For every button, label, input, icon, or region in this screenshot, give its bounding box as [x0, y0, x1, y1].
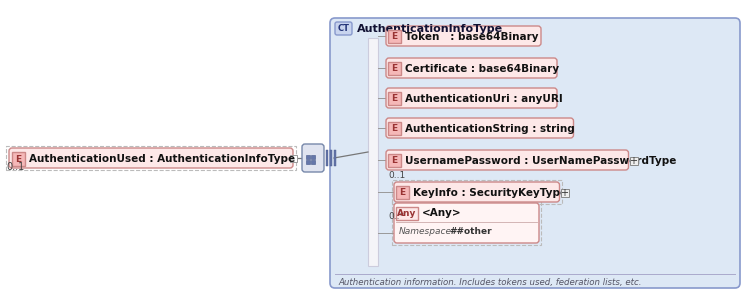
Bar — [392, 201, 541, 245]
Text: 0..*: 0..* — [388, 212, 404, 221]
Bar — [326, 150, 328, 166]
Bar — [396, 207, 418, 220]
Bar — [334, 150, 336, 166]
Bar — [306, 155, 310, 159]
FancyBboxPatch shape — [9, 148, 293, 168]
Bar — [396, 186, 409, 199]
Bar — [392, 180, 562, 204]
Text: +: + — [560, 188, 568, 198]
Text: 0..1: 0..1 — [388, 171, 405, 180]
Text: E: E — [392, 94, 398, 103]
Bar — [12, 152, 25, 166]
Text: 0..1: 0..1 — [6, 162, 24, 172]
Bar — [6, 146, 296, 170]
Bar — [306, 160, 310, 164]
Bar — [388, 62, 401, 75]
Text: E: E — [392, 124, 398, 133]
Bar — [629, 157, 637, 165]
Text: <Any>: <Any> — [422, 209, 461, 218]
FancyBboxPatch shape — [386, 26, 541, 46]
Bar — [388, 122, 401, 135]
Text: E: E — [399, 188, 405, 197]
FancyBboxPatch shape — [335, 22, 352, 35]
Text: Authentication information. Includes tokens used, federation lists, etc.: Authentication information. Includes tok… — [338, 278, 641, 287]
Text: E: E — [392, 32, 398, 41]
FancyBboxPatch shape — [386, 118, 574, 138]
FancyBboxPatch shape — [386, 58, 557, 78]
Bar — [311, 155, 315, 159]
FancyBboxPatch shape — [330, 18, 740, 288]
Text: Certificate : base64Binary: Certificate : base64Binary — [405, 63, 559, 74]
Bar — [368, 38, 378, 266]
Text: Namespace: Namespace — [399, 227, 452, 237]
Bar — [560, 189, 568, 197]
Bar — [388, 30, 401, 43]
Text: ##other: ##other — [449, 227, 491, 237]
FancyBboxPatch shape — [394, 203, 539, 243]
Text: E: E — [392, 156, 398, 165]
FancyBboxPatch shape — [394, 182, 560, 202]
FancyBboxPatch shape — [302, 144, 324, 172]
Text: AuthenticationInfoType: AuthenticationInfoType — [357, 24, 503, 33]
Text: UsernamePassword : UserNamePasswordType: UsernamePassword : UserNamePasswordType — [405, 156, 676, 165]
Text: KeyInfo : SecurityKeyType: KeyInfo : SecurityKeyType — [413, 187, 567, 198]
FancyBboxPatch shape — [386, 88, 557, 108]
Bar — [388, 154, 401, 167]
Bar — [388, 92, 401, 105]
Bar — [290, 155, 297, 162]
Text: E: E — [392, 64, 398, 73]
Text: E: E — [16, 154, 22, 164]
Text: AuthenticationUri : anyURI: AuthenticationUri : anyURI — [405, 94, 562, 103]
Text: Token   : base64Binary: Token : base64Binary — [405, 32, 539, 41]
Text: AuthenticationUsed : AuthenticationInfoType: AuthenticationUsed : AuthenticationInfoT… — [29, 154, 295, 164]
Text: Any: Any — [397, 209, 416, 218]
Bar — [330, 150, 332, 166]
FancyBboxPatch shape — [386, 150, 628, 170]
Bar — [311, 160, 315, 164]
Text: +: + — [629, 156, 637, 166]
Text: AuthenticationString : string: AuthenticationString : string — [405, 123, 574, 134]
Text: CT: CT — [338, 24, 350, 33]
